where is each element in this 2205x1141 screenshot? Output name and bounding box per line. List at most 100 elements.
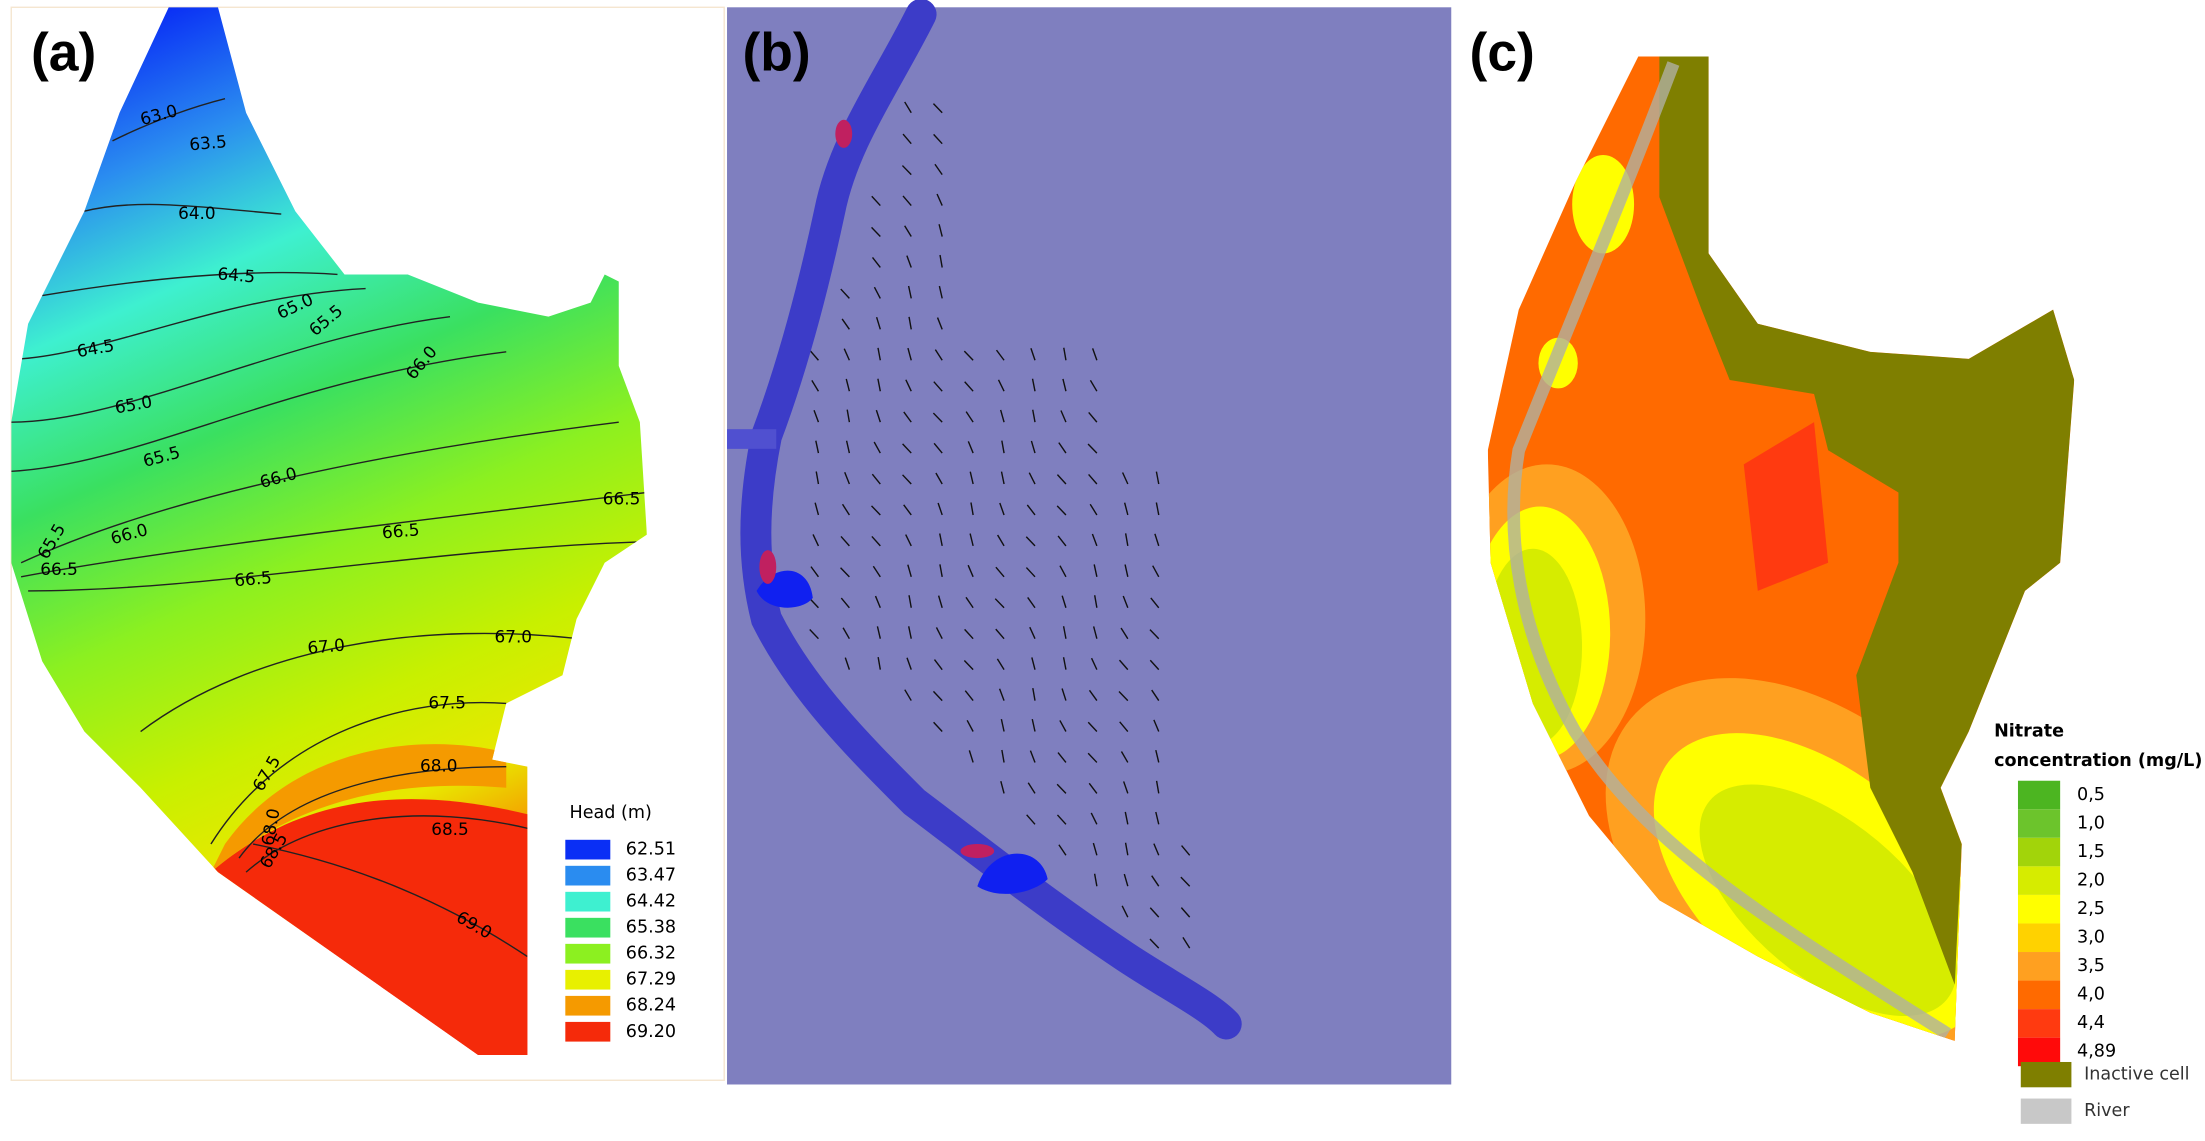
flow-vector [939, 564, 943, 577]
flow-vector [1056, 783, 1067, 794]
contour-label: 68.5 [431, 819, 469, 839]
flow-vector [1155, 811, 1160, 825]
flow-vector [1001, 749, 1005, 763]
legend-swatch [2017, 780, 2061, 810]
flow-vector [936, 193, 943, 206]
flow-vector [1001, 440, 1005, 454]
flow-vector [871, 535, 881, 547]
legend-label: 64.42 [626, 892, 676, 912]
flow-vector [1056, 474, 1067, 485]
flow-vector [1151, 875, 1160, 887]
flow-vector [1180, 876, 1191, 887]
flow-vector [1057, 535, 1067, 547]
legend-label: 68.24 [626, 996, 676, 1016]
flow-vector [1000, 718, 1005, 732]
flow-vector [998, 688, 1005, 701]
flow-vector [1063, 347, 1067, 361]
flow-vector [905, 534, 912, 547]
flow-vector [815, 440, 820, 454]
flow-vector [813, 410, 820, 423]
contour-label: 66.5 [40, 559, 78, 579]
flow-vector [906, 255, 912, 268]
flow-vector [1149, 629, 1160, 640]
zone [1743, 422, 1829, 591]
flow-vector [935, 627, 943, 640]
flow-vector [1092, 626, 1098, 639]
flow-vector [1027, 782, 1036, 794]
flow-vector [1122, 595, 1129, 609]
contour-label: 66.5 [381, 519, 420, 542]
flow-vector [877, 347, 882, 361]
flow-vector [969, 533, 974, 547]
flow-vector [843, 348, 851, 361]
legend-label: 63.47 [626, 866, 676, 886]
panel-label: (a) [31, 24, 96, 83]
legend-label: 0,5 [2077, 785, 2105, 805]
flow-vector [995, 628, 1005, 640]
flow-vector [933, 442, 943, 454]
flow-vector [1059, 565, 1067, 578]
flow-vector [1058, 844, 1067, 856]
flow-vector [1093, 595, 1098, 608]
flow-vector [1030, 348, 1036, 361]
flow-vector [871, 505, 881, 516]
flow-vector [875, 317, 881, 330]
lake [977, 853, 1048, 894]
plume [1572, 154, 1635, 254]
flow-vector [967, 441, 974, 454]
flow-vector [934, 163, 943, 176]
flow-vector [1092, 842, 1098, 856]
flow-vector [1093, 564, 1098, 577]
contour-label: 66.5 [603, 488, 641, 508]
flow-vector [906, 657, 912, 670]
panel-b [727, 0, 1452, 1085]
flow-vector [844, 471, 851, 485]
flow-vector [902, 195, 912, 207]
legend-label: 2,0 [2077, 870, 2105, 890]
flow-vector [815, 471, 820, 485]
flow-vector [970, 502, 974, 516]
flow-vector [1123, 873, 1129, 887]
flow-vector [1155, 780, 1160, 794]
flow-vector [841, 318, 850, 330]
flow-vector [1025, 567, 1036, 578]
flow-vector [1149, 659, 1160, 671]
flow-vector [903, 504, 912, 516]
flow-vector [908, 316, 912, 330]
flow-vector [1090, 812, 1098, 825]
river [740, 0, 1242, 1040]
flow-vector [840, 535, 850, 547]
flow-vector [904, 101, 912, 114]
legend-label: 62.51 [626, 840, 676, 860]
flow-vector [1057, 752, 1067, 763]
flow-vector [874, 595, 881, 609]
flow-vector [1118, 691, 1129, 702]
flow-vector [1029, 750, 1036, 763]
flow-vector [1122, 781, 1129, 794]
contour-label: 64.0 [178, 203, 216, 223]
flow-vector [1124, 842, 1129, 856]
flow-vector [1124, 533, 1129, 547]
flow-vector [904, 689, 912, 701]
flow-vector [1060, 410, 1067, 423]
flow-vector [1124, 564, 1129, 577]
flow-vector [933, 659, 943, 671]
legend-label: Inactive cell [2084, 1065, 2190, 1085]
flow-vector [809, 350, 819, 361]
legend-label: 1,5 [2077, 842, 2105, 862]
flow-vector [932, 690, 943, 702]
flow-vector [996, 658, 1005, 671]
flow-vector [1087, 752, 1098, 763]
flow-vector [967, 564, 974, 578]
flow-vector [1152, 565, 1160, 578]
flow-vector [1124, 811, 1129, 825]
flow-vector [902, 443, 912, 454]
zone [210, 744, 507, 873]
flow-vector [1090, 657, 1098, 670]
flow-vector [844, 657, 851, 670]
flow-vector [1058, 442, 1067, 454]
flow-vector [1000, 780, 1005, 794]
flow-vector [1088, 782, 1098, 794]
legend-swatch [565, 865, 611, 886]
contour-label: 67.0 [307, 635, 346, 658]
